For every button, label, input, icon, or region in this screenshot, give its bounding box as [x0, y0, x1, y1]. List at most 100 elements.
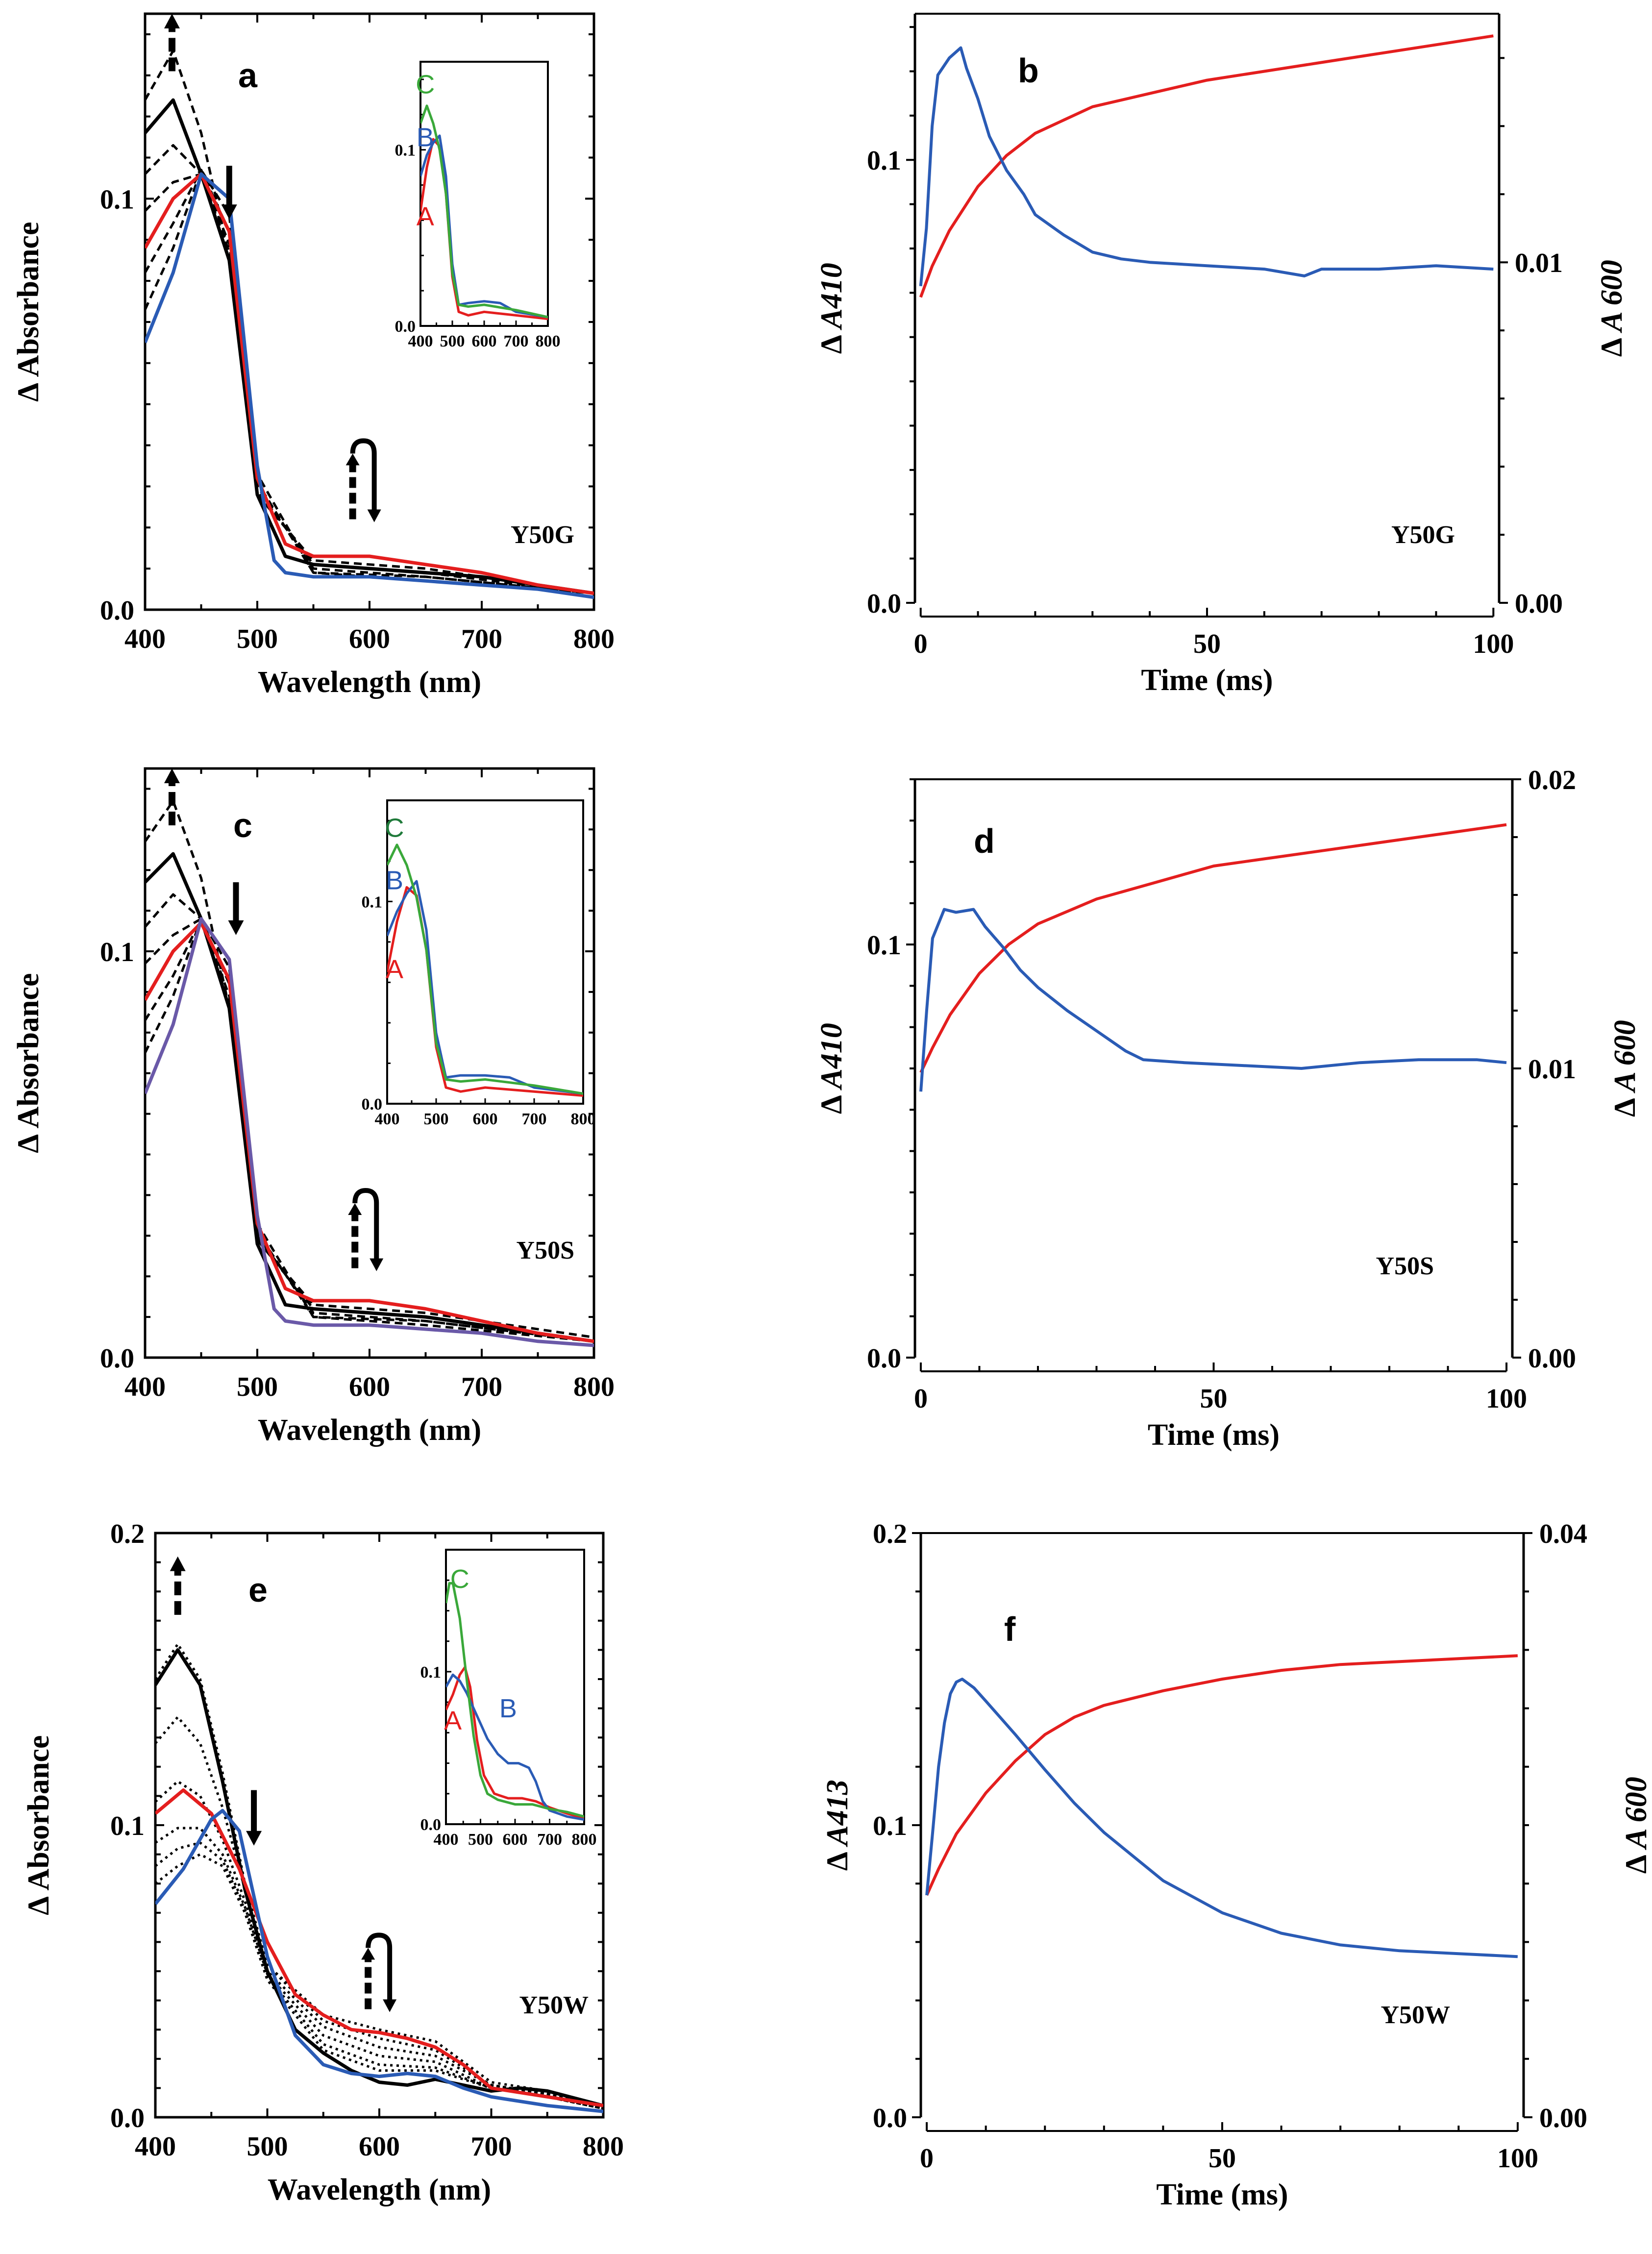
y-axis-title: ∆ Absorbance — [22, 1735, 55, 1915]
y-tick-label: 0.1 — [873, 1811, 907, 1841]
panel-letter: c — [233, 806, 252, 844]
inset-x-tick-label: 700 — [522, 1110, 547, 1128]
x-tick-label: 800 — [573, 624, 615, 654]
inset-series-line — [387, 880, 583, 1095]
y-tick-label: 0.0 — [873, 2103, 907, 2133]
series-line — [145, 921, 594, 1343]
series-group — [155, 1643, 603, 2113]
inset-curve-label: B — [417, 123, 434, 152]
series-line — [919, 46, 1494, 287]
inset-y-tick-label: 0.0 — [362, 1095, 383, 1114]
x-tick-label: 600 — [349, 624, 390, 654]
inset-e: 400 500 600 700 800 0.0 0.1 C B A — [420, 1549, 597, 1849]
y-tick-label: 0.1 — [100, 937, 134, 967]
series-line — [925, 1678, 1518, 1958]
panel-letter: d — [974, 822, 995, 860]
inset-x-tick-label: 600 — [472, 332, 497, 350]
inset-frame — [386, 799, 584, 1105]
x-tick-label: 400 — [135, 2131, 176, 2162]
inset-series-line — [446, 1582, 584, 1818]
inset-x-tick-label: 500 — [424, 1110, 449, 1128]
inset-series-group — [420, 104, 548, 321]
arrow-head — [164, 14, 180, 28]
x-axis-title: Wavelength (nm) — [258, 1413, 481, 1447]
arrow-head — [367, 509, 381, 522]
x-axis-title: Time (ms) — [1141, 664, 1273, 697]
loop-arrow-curve — [350, 438, 377, 514]
x-tick-label: 100 — [1473, 629, 1514, 659]
panel-letter: e — [248, 1571, 268, 1609]
series-line — [155, 1788, 603, 2107]
inset-series-group — [387, 843, 583, 1097]
inset-series-line — [387, 843, 583, 1095]
y-tick-label: 0.0 — [100, 595, 134, 626]
series-line — [155, 1841, 603, 2110]
arrow-head — [370, 1258, 384, 1271]
inset-series-group — [446, 1582, 584, 1821]
y-tick-label: 0.1 — [867, 146, 901, 176]
y-tick-label-right: 0.04 — [1539, 1519, 1587, 1549]
arrow-head — [383, 1999, 397, 2012]
inset-x-tick-label: 400 — [434, 1831, 459, 1849]
inset-curve-label: A — [444, 1706, 462, 1735]
loop-arrow-curve — [352, 1188, 379, 1263]
panel-letter: b — [1018, 51, 1039, 90]
inset-a: 400 500 600 700 800 0.0 0.1 CB A — [395, 61, 561, 350]
series-line — [155, 1808, 603, 2113]
series-line — [155, 1827, 603, 2110]
x-axis-title: Wavelength (nm) — [258, 666, 481, 699]
x-tick-label: 50 — [1208, 2143, 1236, 2174]
x-tick-label: 0 — [914, 1384, 928, 1414]
inset-x-tick-label: 600 — [473, 1110, 498, 1128]
x-tick-label: 600 — [359, 2131, 400, 2162]
arrow-head — [361, 1948, 375, 1960]
x-tick-label: 500 — [237, 1372, 278, 1402]
x-tick-label: 400 — [124, 1372, 166, 1402]
inset-series-line — [420, 104, 548, 319]
series-line — [145, 893, 594, 1343]
x-axis-title: Wavelength (nm) — [268, 2173, 491, 2206]
inset-x-tick-label: 400 — [375, 1110, 400, 1128]
x-tick-label: 100 — [1486, 1384, 1527, 1414]
inset-x-tick-label: 800 — [536, 332, 561, 350]
x-tick-label: 50 — [1200, 1384, 1228, 1414]
y-tick-label: 0.0 — [867, 1343, 901, 1374]
mutant-label: Y50G — [511, 521, 574, 549]
y-tick-label: 0.1 — [867, 930, 901, 961]
inset-x-tick-label: 800 — [572, 1831, 597, 1849]
series-line — [145, 852, 594, 1343]
series-line — [145, 98, 594, 595]
panel-letter: a — [238, 56, 258, 95]
inset-curve-label: B — [499, 1694, 517, 1723]
panel-e: 400 500 600 700 800 0.0 0.1 0.2 Wavelength (nm) ∆… — [22, 1519, 624, 2206]
y-tick-label-right: 0.00 — [1528, 1343, 1576, 1374]
panel-a: 400 500 600 700 800 0.0 0.1 Wavelength (nm) ∆ Ab… — [12, 12, 615, 699]
loop-arrow-curve — [366, 1932, 393, 2004]
mutant-label: Y50S — [1376, 1252, 1434, 1280]
inset-x-tick-label: 500 — [440, 332, 465, 350]
inset-curve-label: B — [386, 866, 403, 895]
inset-x-tick-label: 700 — [537, 1831, 562, 1849]
mutant-label: Y50W — [519, 1991, 589, 2019]
series-line — [155, 1780, 603, 2107]
x-axis-title: Time (ms) — [1148, 1418, 1280, 1452]
y-axis-title: ∆ Absorbance — [12, 973, 45, 1153]
series-line — [145, 799, 594, 1339]
inset-x-tick-label: 500 — [468, 1831, 493, 1849]
y-tick-label: 0.0 — [100, 1343, 134, 1374]
inset-frame — [419, 61, 549, 327]
x-tick-label: 500 — [247, 2131, 288, 2162]
mutant-label: Y50S — [517, 1237, 574, 1264]
x-tick-label: 800 — [583, 2131, 624, 2162]
inset-c: 400 500 600 700 800 0.0 0.1 CB A — [362, 799, 596, 1128]
y-tick-label: 0.1 — [100, 184, 134, 215]
y-tick-label: 0.1 — [110, 1811, 145, 1841]
y-tick-label-right: 0.00 — [1539, 2103, 1587, 2133]
mutant-label: Y50G — [1391, 521, 1455, 549]
x-axis-title: Time (ms) — [1156, 2178, 1288, 2211]
y-axis-title-right: ∆ A 600 — [1608, 1020, 1642, 1117]
x-tick-label: 500 — [237, 624, 278, 654]
inset-y-tick-label: 0.0 — [420, 1816, 442, 1834]
y-axis-title: ∆ A410 — [815, 1023, 848, 1114]
